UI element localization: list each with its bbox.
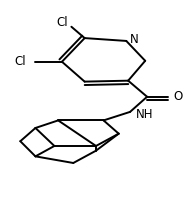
Text: Cl: Cl <box>56 16 68 29</box>
Text: NH: NH <box>136 108 153 121</box>
Text: O: O <box>174 90 183 103</box>
Text: N: N <box>129 33 138 46</box>
Text: Cl: Cl <box>15 55 26 68</box>
